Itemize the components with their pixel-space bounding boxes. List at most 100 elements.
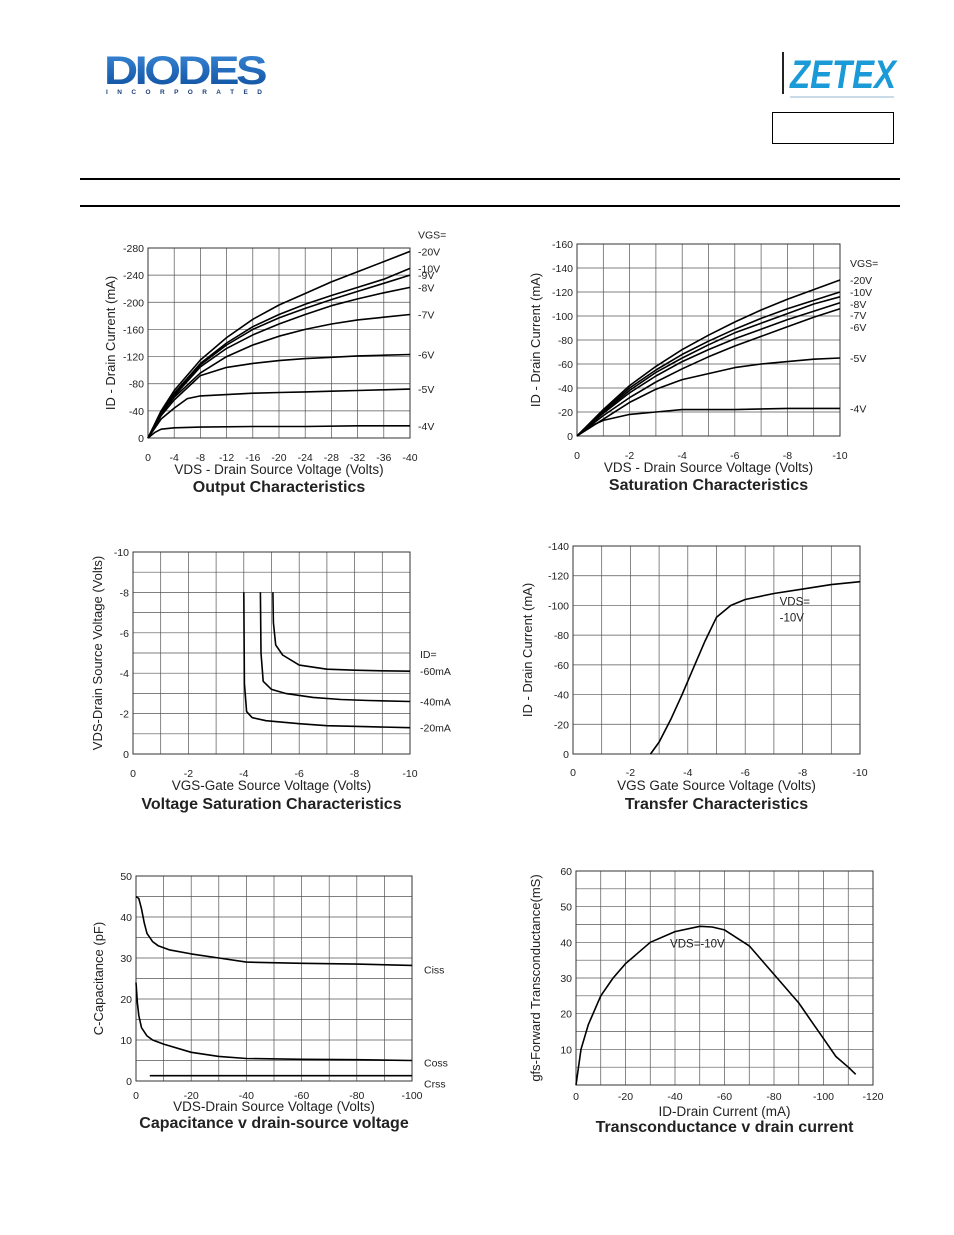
- x-tick-label: -4: [678, 450, 687, 462]
- x-tick-label: -6: [741, 767, 750, 779]
- legend-entry: -20V: [850, 275, 872, 287]
- y-tick-label: -6: [120, 628, 129, 640]
- y-tick-label: -160: [552, 239, 573, 251]
- y-tick-label: 20: [560, 1009, 572, 1021]
- y-tick-label: -40: [129, 406, 144, 418]
- y-tick-label: -100: [552, 311, 573, 323]
- series-line-5V: [147, 388, 411, 439]
- x-tick-label: -2: [625, 450, 634, 462]
- series-line-4V: [147, 424, 410, 439]
- chart-title: Transfer Characteristics: [625, 796, 808, 813]
- x-tick-label: -40: [239, 1090, 254, 1102]
- y-tick-label: -200: [123, 297, 144, 309]
- x-tick-label: -16: [245, 452, 260, 464]
- y-tick-label: 50: [120, 871, 132, 883]
- y-tick-label: -140: [548, 541, 569, 553]
- y-tick-label: 10: [560, 1044, 572, 1056]
- chart-title: Voltage Saturation Characteristics: [141, 796, 401, 813]
- y-tick-label: 0: [123, 749, 129, 761]
- y-axis-label: gfs-Forward Transconductance(mS): [528, 874, 543, 1081]
- series-line-20V: [147, 250, 411, 439]
- legend-header: VGS=: [850, 258, 878, 270]
- x-axis-label: ID-Drain Current (mA): [658, 1104, 790, 1119]
- legend-entry: -10V: [418, 263, 440, 275]
- y-tick-label: 50: [560, 902, 572, 914]
- x-tick-label: -10: [852, 767, 867, 779]
- plot-frame: [147, 247, 411, 439]
- legend-entry: Coss: [424, 1058, 448, 1070]
- y-tick-label: 0: [138, 433, 144, 445]
- y-tick-label: 60: [560, 866, 572, 878]
- legend-entry: -20mA: [420, 723, 451, 735]
- series-line-Coss: [135, 982, 413, 1062]
- x-tick-label: -100: [813, 1091, 834, 1103]
- series-line-4V: [576, 407, 840, 437]
- x-tick-label: 0: [570, 767, 576, 779]
- x-tick-label: -80: [349, 1090, 364, 1102]
- x-tick-label: 0: [130, 768, 136, 780]
- y-tick-label: -80: [554, 630, 569, 642]
- y-tick-label: 20: [120, 994, 132, 1006]
- header-rule-top: [80, 178, 900, 180]
- transfer-chart-group: 0 -2 -4 -6 -8 -100-20-40-60-80-100-120-140VGS…: [520, 541, 868, 813]
- series-line-Ciss: [135, 895, 413, 967]
- x-tick-label: -4: [239, 768, 248, 780]
- y-tick-label: -60: [554, 660, 569, 672]
- x-axis-label: VDS-Drain Source Voltage (Volts): [173, 1099, 375, 1114]
- y-tick-label: -240: [123, 270, 144, 282]
- y-tick-label: -140: [552, 263, 573, 275]
- x-tick-label: -10: [402, 768, 417, 780]
- chart-title: Output Characteristics: [193, 479, 366, 496]
- legend-entry: -7V: [850, 310, 866, 322]
- y-tick-label: -20: [558, 407, 573, 419]
- y-tick-label: -100: [548, 600, 569, 612]
- series-line: [649, 580, 861, 755]
- legend-header: VGS=: [418, 229, 446, 241]
- y-tick-label: -10: [114, 547, 129, 559]
- y-axis-label: ID - Drain Current (mA): [520, 583, 535, 717]
- y-tick-label: 0: [567, 431, 573, 443]
- y-axis-label: ID - Drain Current (mA): [103, 276, 118, 410]
- y-tick-label: -160: [123, 324, 144, 336]
- legend-entry: -8V: [418, 282, 434, 294]
- y-tick-label: -4: [120, 668, 129, 680]
- series-line-20V: [576, 279, 841, 437]
- x-tick-label: -12: [219, 452, 234, 464]
- chart-title: Capacitance v drain-source voltage: [139, 1115, 409, 1132]
- annotation: VDS=-10V: [670, 939, 725, 951]
- y-tick-label: -40: [554, 690, 569, 702]
- x-axis-label: VDS - Drain Source Voltage (Volts): [604, 460, 813, 475]
- legend-entry: -5V: [850, 353, 866, 365]
- legend-header: ID=: [420, 649, 437, 661]
- legend-entry: -60mA: [420, 666, 451, 678]
- x-tick-label: -60: [717, 1091, 732, 1103]
- series-line-7V: [576, 302, 841, 437]
- series-line-60mA: [272, 592, 411, 672]
- y-tick-label: -120: [552, 287, 573, 299]
- series-line-7V: [147, 313, 411, 439]
- x-tick-label: -2: [626, 767, 635, 779]
- diodes-wordmark: DIODES: [104, 52, 267, 93]
- x-tick-label: -8: [350, 768, 359, 780]
- series-line: [575, 925, 857, 1086]
- x-tick-label: -24: [298, 452, 313, 464]
- y-axis-label: VDS-Drain Source Voltage (Volts): [90, 556, 105, 750]
- x-tick-label: -120: [862, 1091, 883, 1103]
- plot-frame: [572, 545, 861, 755]
- x-tick-label: -40: [667, 1091, 682, 1103]
- y-tick-label: 40: [120, 912, 132, 924]
- x-tick-label: -32: [350, 452, 365, 464]
- part-number-box: [772, 112, 894, 144]
- y-tick-label: -40: [558, 383, 573, 395]
- x-tick-label: -60: [294, 1090, 309, 1102]
- y-tick-label: 0: [126, 1076, 132, 1088]
- x-tick-label: -20: [271, 452, 286, 464]
- output-chart-group: 0 -4 -8 -12 -16 -20 -24 -28 -32 -36 -40 0 -40 -80 -120…: [103, 229, 446, 496]
- legend-entry: -9V: [418, 270, 434, 282]
- x-tick-label: -10: [832, 450, 847, 462]
- plot-frame: [576, 243, 841, 437]
- x-tick-label: -40: [402, 452, 417, 464]
- x-axis-label: VDS - Drain Source Voltage (Volts): [174, 462, 383, 477]
- plot-frame: [575, 870, 874, 1086]
- series-line-10V: [576, 291, 841, 437]
